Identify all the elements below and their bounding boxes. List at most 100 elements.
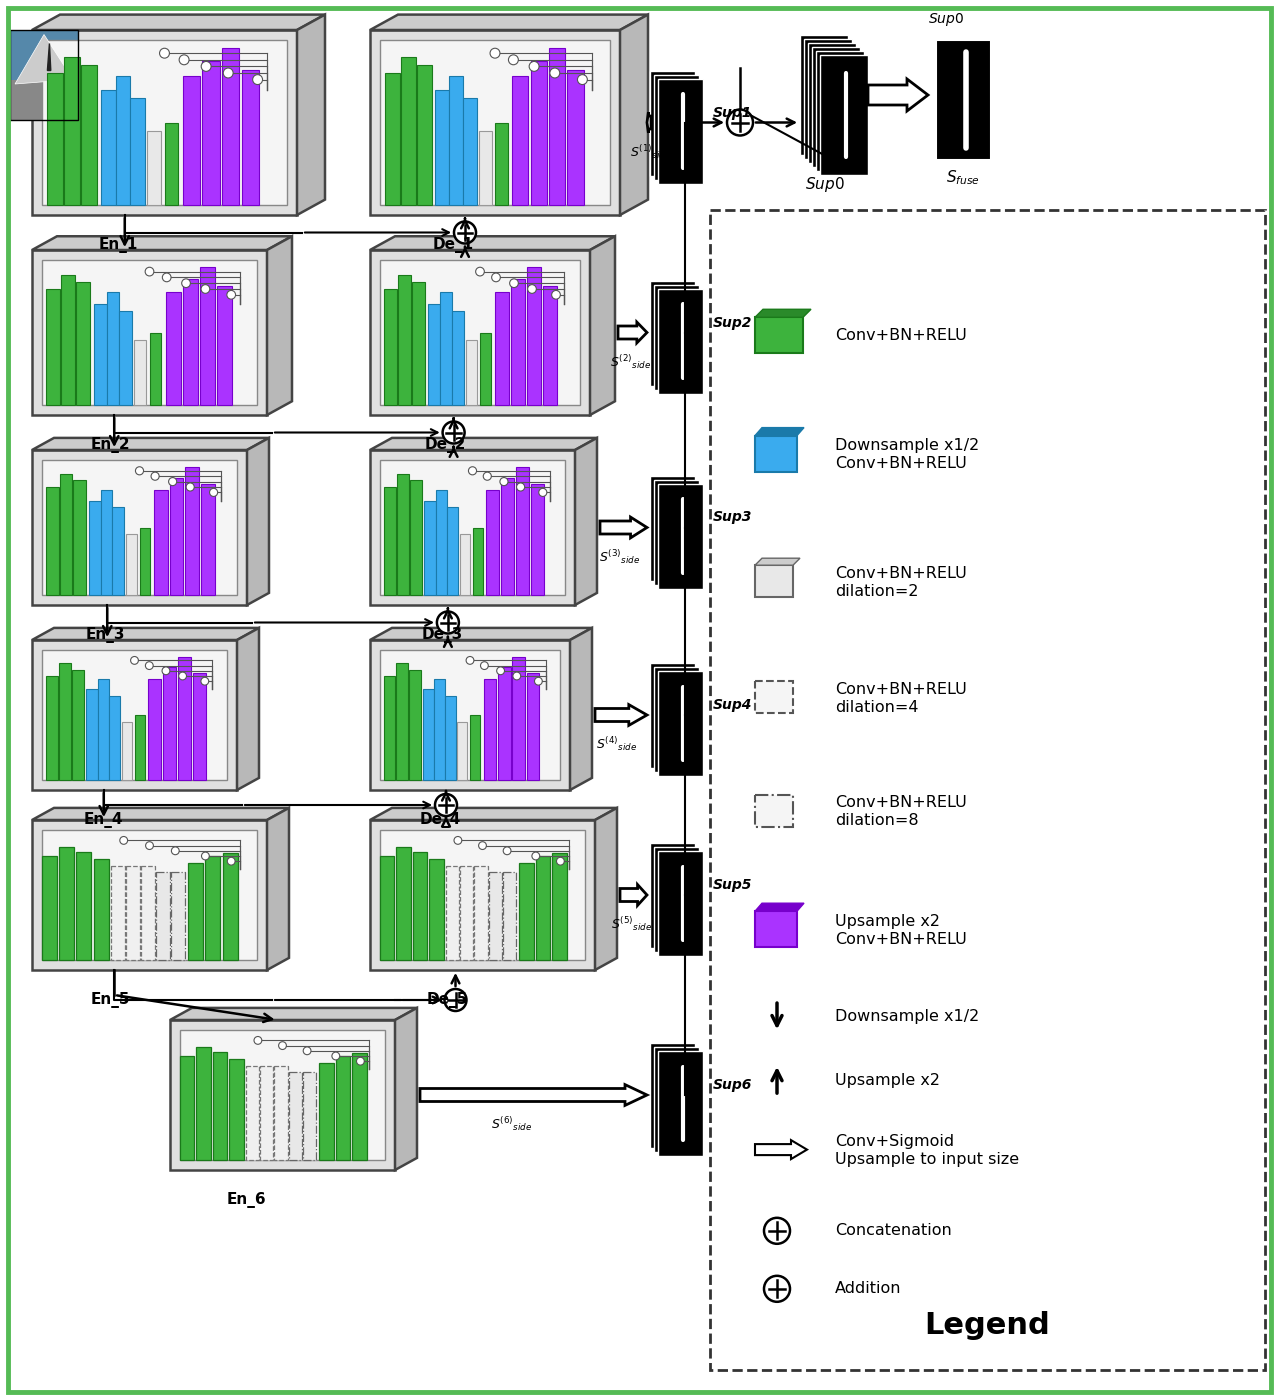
Circle shape: [500, 477, 508, 486]
Text: Sup4: Sup4: [712, 699, 752, 713]
Bar: [657, 483, 703, 588]
Text: Downsample x1/2: Downsample x1/2: [835, 438, 980, 454]
Bar: [77, 281, 91, 405]
Bar: [425, 501, 436, 595]
Bar: [134, 340, 146, 405]
Bar: [536, 855, 550, 960]
Polygon shape: [620, 14, 648, 216]
Bar: [380, 260, 579, 405]
Bar: [755, 318, 803, 353]
Bar: [412, 281, 425, 405]
Text: Upsample x2: Upsample x2: [835, 914, 940, 928]
Text: $S^{(2)}$$_{side}$: $S^{(2)}$$_{side}$: [610, 353, 651, 371]
Circle shape: [146, 841, 153, 850]
Text: Conv+BN+RELU: Conv+BN+RELU: [835, 932, 967, 946]
Circle shape: [764, 1218, 790, 1243]
Polygon shape: [370, 627, 592, 640]
Bar: [654, 284, 700, 389]
Polygon shape: [755, 559, 799, 566]
Bar: [183, 279, 198, 405]
Bar: [460, 867, 473, 960]
Text: Addition: Addition: [835, 1281, 902, 1296]
Circle shape: [253, 74, 262, 84]
Bar: [501, 477, 514, 595]
Text: $S^{(4)}$$_{side}$: $S^{(4)}$$_{side}$: [596, 735, 638, 753]
Polygon shape: [370, 438, 597, 449]
Bar: [650, 280, 694, 385]
Circle shape: [550, 69, 560, 78]
Bar: [125, 867, 139, 960]
Bar: [150, 333, 161, 405]
Bar: [10, 80, 78, 120]
Bar: [119, 311, 132, 405]
Bar: [165, 123, 178, 204]
Bar: [650, 476, 694, 581]
Text: En_4: En_4: [83, 812, 123, 827]
Polygon shape: [590, 237, 615, 414]
Circle shape: [513, 672, 521, 680]
Bar: [370, 640, 570, 790]
Text: $S^{(5)}$$_{side}$: $S^{(5)}$$_{side}$: [611, 916, 652, 932]
Polygon shape: [395, 1008, 417, 1170]
Bar: [139, 528, 150, 595]
Circle shape: [538, 489, 547, 497]
Polygon shape: [755, 903, 804, 911]
Bar: [512, 279, 524, 405]
Polygon shape: [247, 438, 269, 605]
Bar: [440, 293, 451, 405]
Circle shape: [517, 483, 524, 491]
Bar: [755, 566, 793, 598]
Bar: [141, 867, 155, 960]
Bar: [164, 666, 177, 780]
Bar: [657, 671, 703, 776]
Bar: [46, 676, 58, 780]
Bar: [515, 466, 530, 595]
Circle shape: [162, 273, 171, 281]
Circle shape: [202, 853, 210, 860]
Polygon shape: [370, 808, 616, 820]
Circle shape: [437, 612, 459, 633]
Polygon shape: [267, 808, 289, 970]
Bar: [42, 260, 257, 405]
Bar: [650, 664, 694, 769]
Bar: [568, 70, 583, 204]
FancyArrow shape: [595, 704, 647, 725]
Bar: [495, 293, 509, 405]
Bar: [370, 29, 620, 216]
Bar: [812, 48, 859, 167]
Bar: [451, 311, 464, 405]
Bar: [42, 830, 257, 960]
Circle shape: [577, 74, 587, 84]
Polygon shape: [32, 438, 269, 449]
Text: Conv+BN+RELU: Conv+BN+RELU: [835, 456, 967, 470]
Bar: [816, 50, 865, 171]
Bar: [495, 123, 508, 204]
Circle shape: [162, 666, 170, 675]
Text: Downsample x1/2: Downsample x1/2: [835, 1008, 980, 1023]
Bar: [820, 55, 868, 175]
Text: dilation=4: dilation=4: [835, 700, 918, 714]
Bar: [274, 1067, 288, 1161]
Bar: [32, 640, 237, 790]
Bar: [165, 293, 180, 405]
Bar: [180, 1056, 194, 1161]
Bar: [93, 858, 109, 960]
Circle shape: [179, 55, 189, 64]
Bar: [654, 479, 700, 585]
Bar: [42, 650, 226, 780]
FancyArrow shape: [618, 322, 647, 343]
Circle shape: [146, 662, 153, 669]
Polygon shape: [32, 808, 289, 820]
Bar: [531, 484, 544, 595]
Bar: [59, 664, 70, 780]
Bar: [804, 39, 852, 160]
Polygon shape: [32, 627, 260, 640]
Bar: [463, 98, 477, 204]
Polygon shape: [15, 35, 73, 84]
Bar: [130, 98, 145, 204]
Circle shape: [490, 48, 500, 59]
Circle shape: [224, 69, 233, 78]
Bar: [178, 657, 191, 780]
Text: Sup2: Sup2: [712, 315, 752, 329]
Bar: [185, 466, 200, 595]
